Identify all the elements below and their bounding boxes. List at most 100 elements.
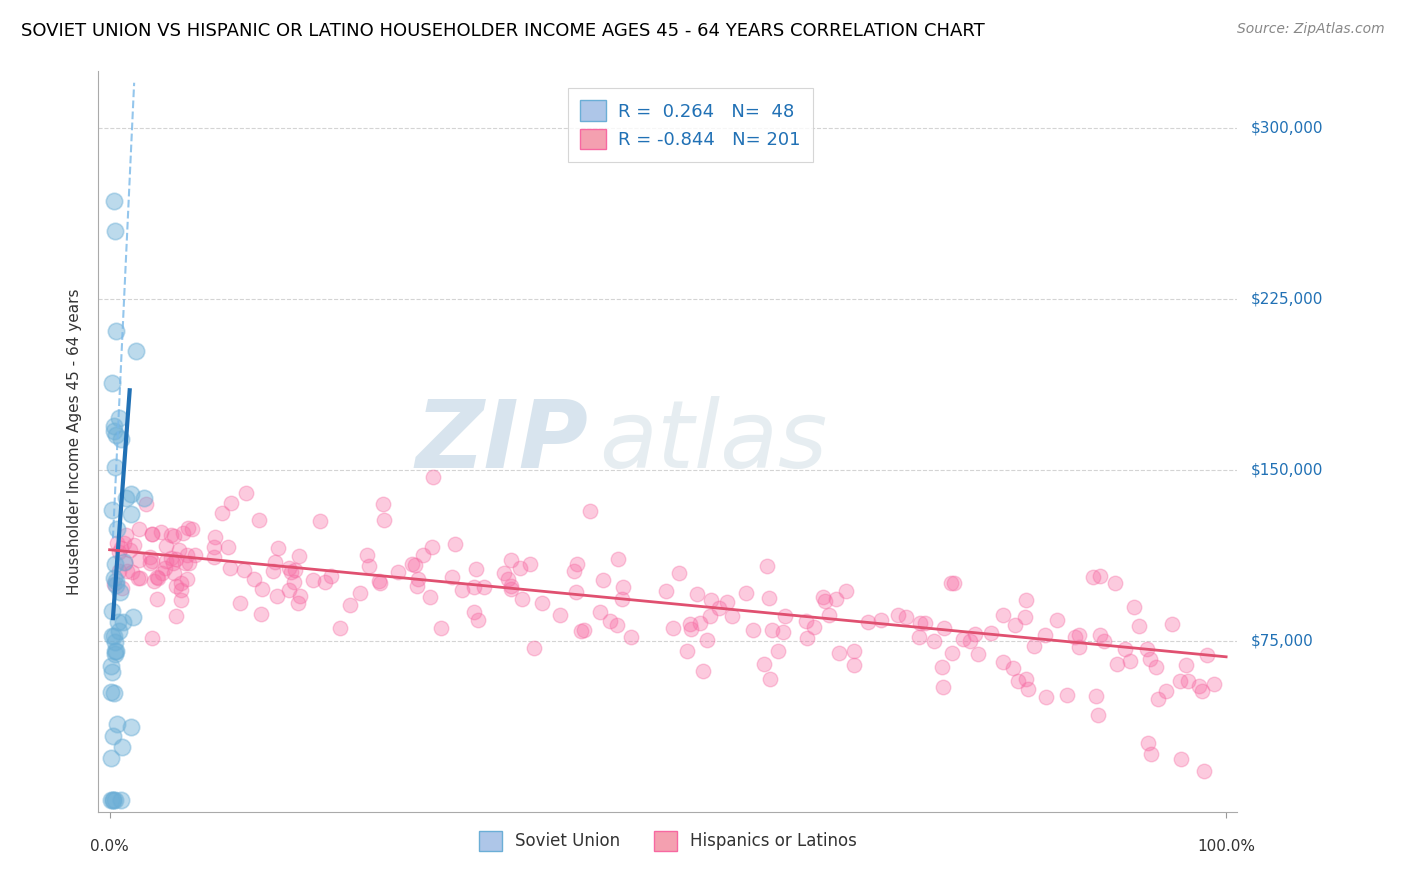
- Point: [142, 574, 165, 588]
- Point: [578, 504, 600, 518]
- Point: [959, 634, 981, 648]
- Point: [104, 793, 127, 807]
- Point: [141, 526, 163, 541]
- Point: [761, 623, 783, 637]
- Point: [408, 572, 430, 586]
- Point: [772, 624, 794, 639]
- Point: [146, 591, 169, 606]
- Point: [243, 572, 266, 586]
- Point: [1170, 752, 1192, 766]
- Point: [105, 536, 128, 550]
- Point: [217, 540, 239, 554]
- Point: [592, 573, 614, 587]
- Point: [368, 575, 391, 590]
- Point: [1114, 641, 1136, 656]
- Point: [170, 583, 193, 598]
- Point: [288, 590, 311, 604]
- Point: [120, 487, 142, 501]
- Point: [1168, 673, 1191, 688]
- Point: [121, 565, 143, 579]
- Point: [114, 556, 136, 570]
- Point: [129, 570, 152, 584]
- Point: [1022, 639, 1045, 653]
- Point: [803, 620, 825, 634]
- Point: [329, 621, 352, 635]
- Point: [101, 793, 124, 807]
- Point: [451, 583, 474, 598]
- Point: [430, 621, 453, 635]
- Point: [110, 432, 132, 446]
- Point: [103, 629, 125, 643]
- Point: [146, 570, 169, 584]
- Point: [122, 610, 145, 624]
- Point: [1067, 640, 1090, 654]
- Point: [676, 644, 699, 658]
- Point: [1035, 690, 1057, 705]
- Point: [932, 681, 955, 695]
- Point: [509, 560, 531, 574]
- Text: 100.0%: 100.0%: [1197, 839, 1256, 855]
- Point: [359, 558, 381, 573]
- Point: [174, 556, 197, 570]
- Point: [170, 575, 193, 590]
- Text: $75,000: $75,000: [1251, 633, 1315, 648]
- Point: [773, 609, 796, 624]
- Point: [309, 514, 332, 528]
- Point: [472, 580, 495, 594]
- Point: [104, 635, 127, 649]
- Point: [842, 657, 865, 672]
- Point: [463, 580, 485, 594]
- Point: [368, 574, 391, 588]
- Point: [167, 543, 190, 558]
- Point: [406, 579, 429, 593]
- Point: [835, 584, 858, 599]
- Point: [1192, 764, 1215, 778]
- Point: [1174, 657, 1197, 672]
- Point: [794, 614, 817, 628]
- Point: [247, 513, 270, 527]
- Point: [104, 647, 127, 661]
- Point: [100, 629, 122, 643]
- Point: [696, 633, 718, 648]
- Point: [145, 570, 167, 584]
- Point: [110, 541, 132, 555]
- Point: [931, 660, 953, 674]
- Point: [288, 549, 311, 564]
- Point: [1136, 642, 1159, 657]
- Text: ZIP: ZIP: [415, 395, 588, 488]
- Point: [100, 685, 122, 699]
- Point: [1007, 674, 1029, 689]
- Point: [814, 593, 837, 607]
- Point: [125, 343, 148, 358]
- Point: [759, 673, 782, 687]
- Text: atlas: atlas: [599, 396, 828, 487]
- Point: [932, 621, 955, 635]
- Point: [287, 596, 309, 610]
- Point: [1118, 654, 1140, 668]
- Point: [681, 622, 703, 636]
- Point: [467, 613, 489, 627]
- Point: [908, 630, 931, 644]
- Point: [548, 607, 571, 622]
- Point: [463, 605, 485, 619]
- Point: [952, 632, 974, 646]
- Point: [115, 564, 138, 578]
- Point: [202, 540, 225, 554]
- Point: [492, 566, 515, 580]
- Text: $225,000: $225,000: [1251, 292, 1323, 307]
- Point: [177, 521, 200, 535]
- Point: [606, 618, 628, 632]
- Point: [766, 644, 789, 658]
- Point: [266, 541, 288, 555]
- Text: 0.0%: 0.0%: [90, 839, 129, 855]
- Point: [160, 550, 183, 565]
- Point: [266, 589, 288, 603]
- Point: [692, 665, 714, 679]
- Point: [371, 496, 394, 510]
- Point: [184, 548, 207, 562]
- Point: [1195, 648, 1218, 663]
- Point: [440, 570, 463, 584]
- Point: [219, 496, 242, 510]
- Point: [176, 572, 198, 586]
- Point: [963, 627, 986, 641]
